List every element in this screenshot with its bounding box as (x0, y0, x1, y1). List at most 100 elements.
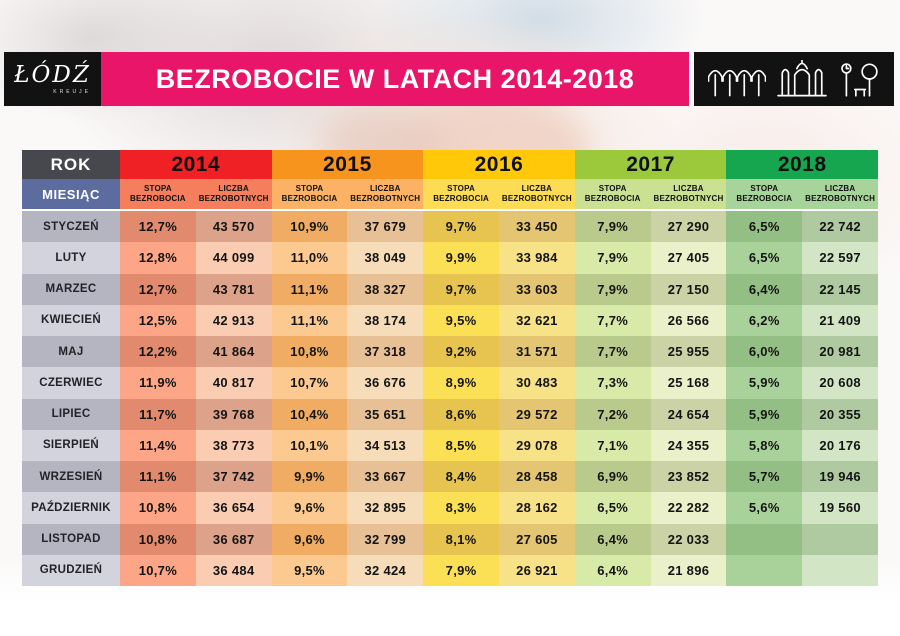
month-cell: PAŹDZIERNIK (22, 492, 120, 524)
rate-cell: 6,2% (726, 304, 803, 336)
count-cell: 33 667 (347, 461, 424, 493)
month-cell: CZERWIEC (22, 367, 120, 399)
rate-cell: 5,7% (726, 461, 803, 493)
metric-header-count: LICZBA BEZROBOTNYCH (195, 179, 272, 209)
count-cell: 21 896 (650, 554, 727, 586)
title-banner: BEZROBOCIE W LATACH 2014-2018 (101, 52, 689, 106)
count-cell: 34 513 (347, 429, 424, 461)
page-title: BEZROBOCIE W LATACH 2014-2018 (155, 63, 635, 94)
rate-cell: 12,7% (120, 273, 196, 305)
month-cell: KWIECIEŃ (22, 304, 120, 336)
year-header-2015: 2015 (271, 150, 424, 179)
rate-cell: 10,8% (271, 336, 348, 368)
month-cell: SIERPIEŃ (22, 429, 120, 461)
rate-cell: 8,3% (423, 492, 499, 524)
rate-cell: 10,7% (120, 554, 196, 586)
rate-cell: 10,4% (271, 398, 348, 430)
rate-cell: 9,9% (423, 242, 499, 274)
rate-cell: 6,9% (574, 461, 651, 493)
count-cell: 36 676 (347, 367, 424, 399)
count-cell: 40 817 (195, 367, 272, 399)
month-cell: STYCZEŃ (22, 211, 120, 243)
count-cell: 29 078 (499, 429, 575, 461)
rate-cell: 9,6% (271, 492, 348, 524)
rate-cell: 7,3% (574, 367, 651, 399)
count-cell: 33 603 (499, 273, 575, 305)
rate-cell: 9,2% (423, 336, 499, 368)
rate-cell: 8,5% (423, 429, 499, 461)
count-cell: 38 773 (195, 429, 272, 461)
rate-cell: 5,6% (726, 492, 803, 524)
metric-header-rate: STOPA BEZROBOCIA (423, 179, 499, 209)
rate-cell: 6,4% (574, 523, 651, 555)
rate-cell: 8,4% (423, 461, 499, 493)
count-cell: 27 290 (650, 211, 727, 243)
rate-cell: 7,9% (574, 242, 651, 274)
count-cell: 25 955 (650, 336, 727, 368)
rate-cell: 5,9% (726, 398, 803, 430)
rate-cell (726, 554, 803, 586)
count-cell: 24 355 (650, 429, 727, 461)
count-cell: 28 458 (499, 461, 575, 493)
count-cell: 20 176 (802, 429, 878, 461)
rate-cell: 8,1% (423, 523, 499, 555)
count-cell: 37 318 (347, 336, 424, 368)
count-cell: 37 679 (347, 211, 424, 243)
rate-cell: 7,9% (423, 554, 499, 586)
count-cell: 43 781 (195, 273, 272, 305)
count-cell: 39 768 (195, 398, 272, 430)
landmark-icons-box (694, 52, 894, 106)
rate-cell: 8,6% (423, 398, 499, 430)
count-cell: 43 570 (195, 211, 272, 243)
rate-cell: 7,7% (574, 336, 651, 368)
count-cell (802, 523, 878, 555)
count-cell: 22 282 (650, 492, 727, 524)
count-cell: 24 654 (650, 398, 727, 430)
count-cell: 36 687 (195, 523, 272, 555)
metric-header-count: LICZBA BEZROBOTNYCH (499, 179, 575, 209)
rate-cell: 6,4% (574, 554, 651, 586)
rate-cell: 12,5% (120, 304, 196, 336)
rate-cell: 9,6% (271, 523, 348, 555)
count-cell: 33 984 (499, 242, 575, 274)
month-cell: LUTY (22, 242, 120, 274)
count-cell: 27 150 (650, 273, 727, 305)
count-cell: 19 946 (802, 461, 878, 493)
rate-cell: 6,4% (726, 273, 803, 305)
lodz-logo-subtext: KREUJE (53, 88, 91, 95)
month-cell: LIPIEC (22, 398, 120, 430)
lodz-logo-box: ŁÓDŹ KREUJE (4, 52, 101, 106)
rate-cell: 12,7% (120, 211, 196, 243)
count-cell: 20 981 (802, 336, 878, 368)
metric-header-rate: STOPA BEZROBOCIA (574, 179, 651, 209)
year-header-2018: 2018 (726, 150, 878, 179)
count-cell: 33 450 (499, 211, 575, 243)
count-cell: 22 597 (802, 242, 878, 274)
metric-header-count: LICZBA BEZROBOTNYCH (650, 179, 727, 209)
rate-cell (726, 523, 803, 555)
rate-cell: 12,8% (120, 242, 196, 274)
rate-cell: 5,8% (726, 429, 803, 461)
metric-header-rate: STOPA BEZROBOCIA (120, 179, 196, 209)
year-header-2014: 2014 (120, 150, 272, 179)
month-cell: WRZESIEŃ (22, 461, 120, 493)
count-cell: 31 571 (499, 336, 575, 368)
count-cell: 36 654 (195, 492, 272, 524)
count-cell: 41 864 (195, 336, 272, 368)
rate-cell: 10,8% (120, 523, 196, 555)
count-cell: 38 174 (347, 304, 424, 336)
miesiac-header: MIESIĄC (22, 179, 120, 209)
city-gate-icon (776, 60, 828, 98)
count-cell: 19 560 (802, 492, 878, 524)
count-cell: 42 913 (195, 304, 272, 336)
count-cell: 26 566 (650, 304, 727, 336)
rate-cell: 6,5% (726, 242, 803, 274)
month-cell: GRUDZIEŃ (22, 554, 120, 586)
rate-cell: 11,4% (120, 429, 196, 461)
month-cell: LISTOPAD (22, 523, 120, 555)
rate-cell: 9,5% (423, 304, 499, 336)
rate-cell: 5,9% (726, 367, 803, 399)
count-cell: 22 145 (802, 273, 878, 305)
rate-cell: 10,1% (271, 429, 348, 461)
metric-header-rate: STOPA BEZROBOCIA (271, 179, 348, 209)
